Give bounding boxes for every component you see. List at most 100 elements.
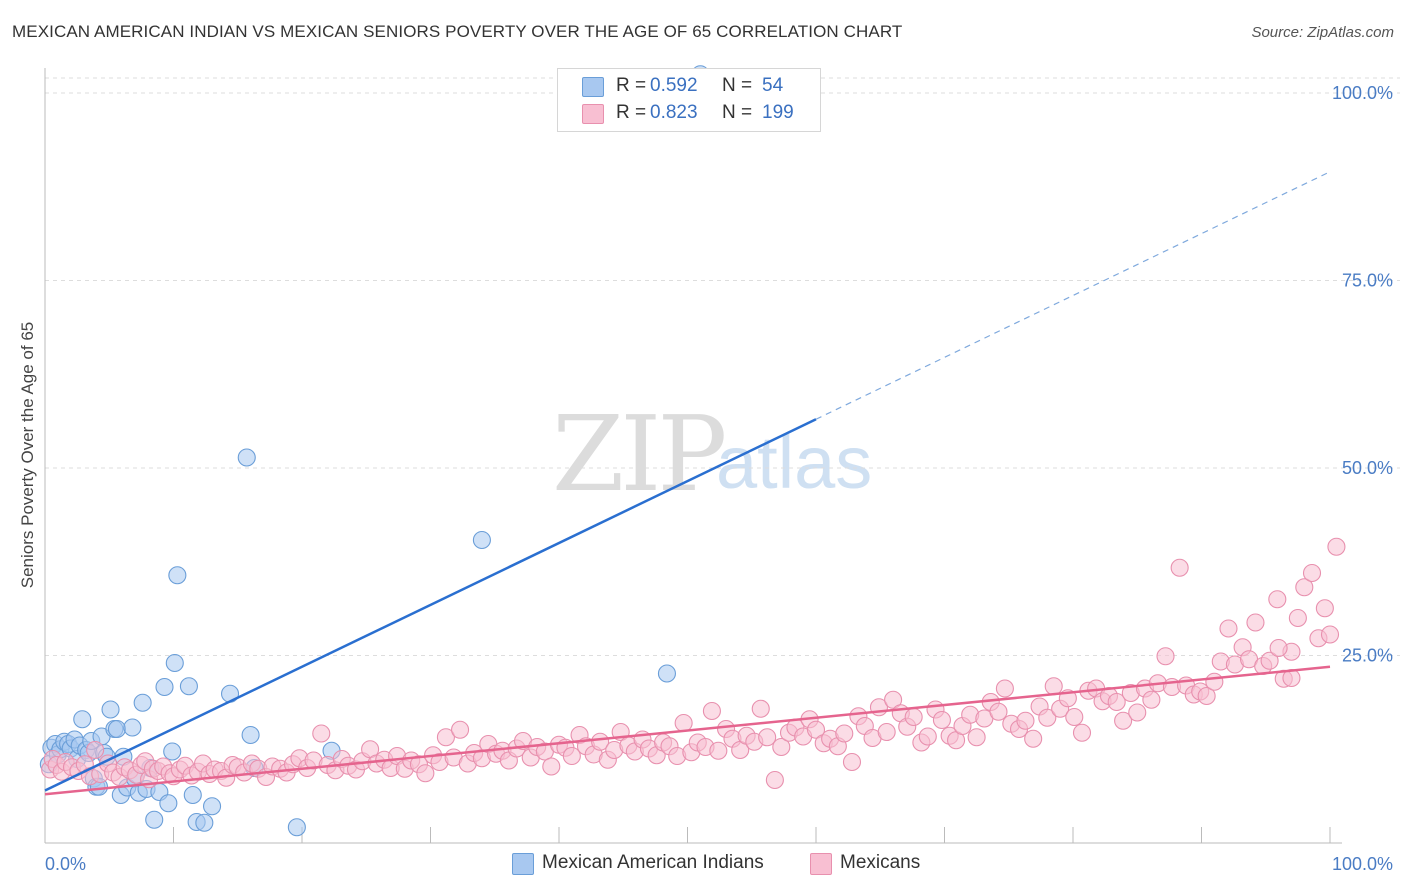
bottom-legend-label: Mexican American Indians <box>542 852 764 873</box>
legend-n-value: 199 <box>762 102 794 123</box>
watermark-atlas-text: atlas <box>716 421 872 504</box>
point-mexicans <box>918 727 937 746</box>
point-mexican-american-indians <box>657 664 676 683</box>
point-mexicans <box>1219 619 1238 638</box>
legend-swatch-blue <box>582 77 604 97</box>
trend-line-mexican-american-indians <box>44 418 817 792</box>
point-mexicans <box>1197 686 1216 706</box>
point-mexicans <box>884 690 903 709</box>
point-mexicans <box>1302 563 1322 583</box>
trend-line-mexicans <box>44 665 1331 796</box>
x-tick-label: 100.0% <box>1332 854 1393 874</box>
point-mexicans <box>1320 625 1340 644</box>
point-mexicans <box>702 701 721 721</box>
point-mexican-american-indians <box>168 566 187 585</box>
point-mexican-american-indians <box>107 719 127 739</box>
trend-line-extension-mexican-american-indians <box>815 171 1331 420</box>
point-mexicans <box>1295 578 1314 597</box>
point-mexicans <box>1142 690 1161 709</box>
point-mexicans <box>451 720 470 739</box>
point-mexicans <box>751 699 770 718</box>
point-mexican-american-indians <box>179 677 198 696</box>
point-mexicans <box>765 770 784 790</box>
point-mexicans <box>1246 613 1265 632</box>
point-mexican-american-indians <box>101 700 120 719</box>
point-mexicans <box>995 679 1014 698</box>
point-mexicans <box>1024 729 1043 748</box>
point-mexican-american-indians <box>287 818 306 837</box>
point-mexicans <box>1268 590 1287 609</box>
point-mexicans <box>542 757 561 776</box>
point-mexican-american-indians <box>237 448 256 467</box>
point-mexicans <box>1205 672 1224 691</box>
point-mexicans <box>1016 711 1035 730</box>
point-mexicans <box>1128 703 1147 722</box>
legend-n-label: N = <box>722 102 753 123</box>
legend-r-value: 0.592 <box>650 75 698 96</box>
point-mexicans <box>772 737 791 757</box>
correlation-legend: R = 0.592 N = 54 R = 0.823 N = 199 <box>557 68 821 132</box>
point-mexican-american-indians <box>241 725 260 745</box>
bottom-legend-label: Mexicans <box>840 852 921 873</box>
point-mexican-american-indians <box>145 810 164 829</box>
point-mexicans <box>1269 638 1288 658</box>
point-mexican-american-indians <box>73 710 92 729</box>
y-tick-label: 100.0% <box>1332 83 1393 103</box>
point-mexican-american-indians <box>155 677 174 697</box>
point-mexican-american-indians <box>203 797 222 816</box>
point-mexicans <box>1288 608 1307 628</box>
x-tick-label: 0.0% <box>45 854 86 874</box>
point-mexicans <box>758 728 777 747</box>
bottom-legend-swatch-pink <box>810 853 832 875</box>
legend-n-label: N = <box>722 75 753 96</box>
point-mexicans <box>1170 558 1189 577</box>
point-mexicans <box>1114 711 1133 730</box>
watermark-zip-text: ZIP <box>552 393 724 515</box>
point-mexicans <box>1107 692 1126 712</box>
legend-r-value: 0.823 <box>650 102 698 123</box>
point-mexicans <box>86 740 105 760</box>
bottom-legend-swatch-blue <box>512 853 534 875</box>
point-mexicans <box>1156 647 1175 666</box>
point-mexicans <box>1327 537 1346 556</box>
legend-n-value: 54 <box>762 75 784 96</box>
point-mexicans <box>1038 708 1057 727</box>
watermark: ZIP atlas <box>552 393 872 515</box>
y-tick-label: 50.0% <box>1342 458 1393 478</box>
point-mexican-american-indians <box>163 742 182 761</box>
source-label: Source: ZipAtlas.com <box>1251 24 1394 41</box>
point-mexicans <box>904 707 923 727</box>
point-mexicans <box>967 728 986 747</box>
point-mexicans <box>1315 599 1334 618</box>
y-tick-label: 25.0% <box>1342 646 1393 666</box>
point-mexicans <box>877 722 896 742</box>
point-mexicans <box>1044 677 1063 696</box>
gridlines <box>45 77 1400 656</box>
point-mexican-american-indians <box>159 794 178 813</box>
point-mexicans <box>835 724 854 743</box>
point-mexicans <box>1065 707 1084 727</box>
point-mexican-american-indians <box>195 813 214 832</box>
legend-r-label: R = <box>616 75 647 96</box>
point-mexicans <box>562 746 581 766</box>
legend-swatch-pink <box>582 104 604 124</box>
point-mexican-american-indians <box>133 693 152 712</box>
point-mexicans <box>989 702 1008 721</box>
point-mexicans <box>1260 651 1279 670</box>
point-mexicans <box>806 720 826 739</box>
point-mexicans <box>842 752 862 772</box>
point-mexicans <box>312 724 331 743</box>
series-mexicans <box>41 537 1346 790</box>
point-mexican-american-indians <box>123 718 142 737</box>
axes <box>44 68 1342 844</box>
point-mexicans <box>932 710 951 730</box>
point-mexican-american-indians <box>472 530 491 550</box>
point-mexican-american-indians <box>165 653 184 673</box>
chart-title: MEXICAN AMERICAN INDIAN VS MEXICAN SENIO… <box>12 22 903 41</box>
legend-r-label: R = <box>616 102 647 123</box>
y-tick-label: 75.0% <box>1342 271 1393 291</box>
point-mexicans <box>1072 723 1092 742</box>
point-mexicans <box>674 713 693 733</box>
point-mexicans <box>709 741 728 760</box>
